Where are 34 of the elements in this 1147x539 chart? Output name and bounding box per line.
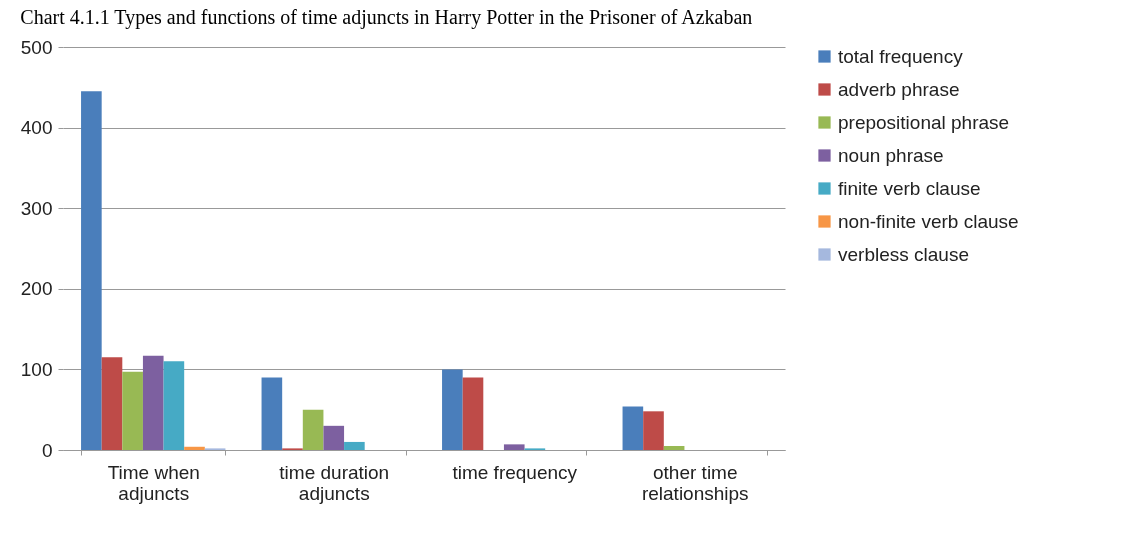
x-tick-label: Time when adjuncts (107, 461, 200, 504)
bar (81, 91, 102, 450)
legend-label: prepositional phrase (838, 111, 1010, 133)
bar (663, 445, 685, 450)
y-tick-label: 0 (41, 439, 53, 461)
bar (643, 411, 664, 450)
bar (503, 444, 525, 450)
bar (442, 369, 463, 450)
bar (101, 357, 123, 450)
bar (163, 361, 185, 450)
bar (462, 377, 484, 450)
legend-label: total frequency (838, 45, 964, 67)
y-tick-label: 100 (20, 358, 53, 380)
bar (261, 377, 283, 450)
y-tick-label: 200 (20, 278, 53, 300)
legend-label: verbless clause (838, 243, 969, 265)
x-tick-label: time frequency (452, 461, 578, 483)
bar (122, 371, 143, 450)
y-tick-label: 500 (20, 36, 53, 58)
bar (622, 406, 644, 450)
y-tick-label: 300 (20, 197, 53, 219)
x-tick-label: other time relationships (641, 461, 749, 504)
x-tick-label: time duration adjuncts (279, 461, 390, 504)
legend-label: non-finite verb clause (838, 210, 1019, 232)
bar (323, 425, 345, 450)
legend-label: finite verb clause (838, 177, 981, 199)
bar (344, 441, 365, 450)
legend-label: noun phrase (838, 144, 944, 166)
bar (184, 446, 205, 450)
legend-label: adverb phrase (838, 78, 960, 100)
bar (142, 355, 164, 450)
chart-title: Chart 4.1.1 Types and functions of time adjuncts in Harry Potter in the Prisoner of Azkaban (20, 6, 753, 29)
y-tick-label: 400 (20, 117, 53, 139)
bar (302, 409, 324, 450)
